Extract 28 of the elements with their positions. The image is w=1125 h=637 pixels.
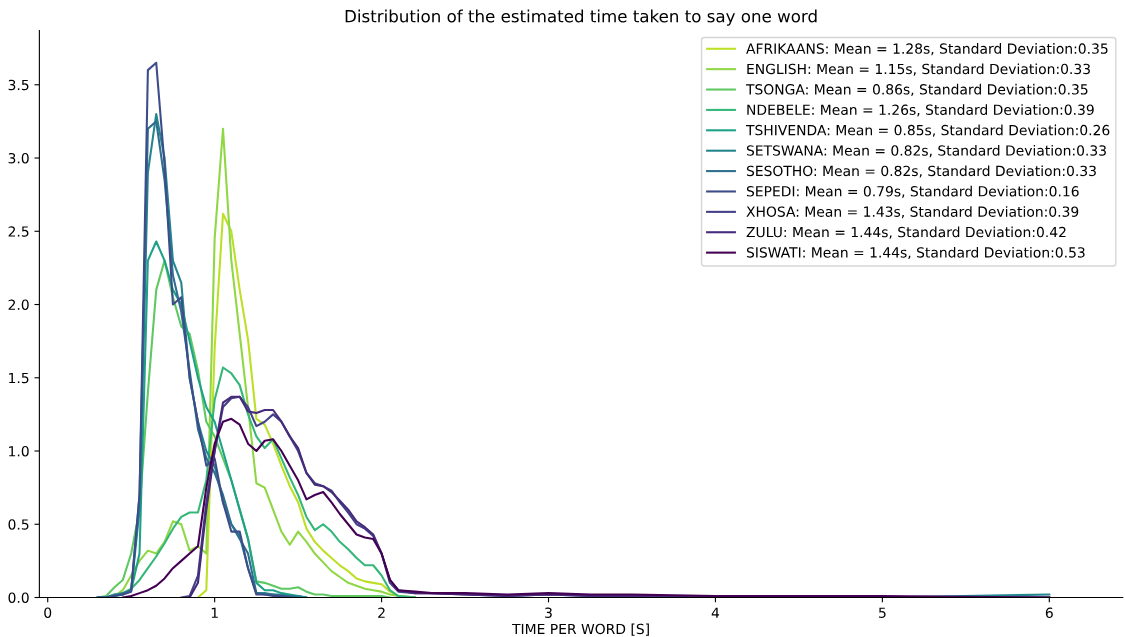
x-tick-label: 2: [378, 607, 385, 618]
legend-label: XHOSA: Mean = 1.43s, Standard Deviation:0.39: [746, 206, 1079, 219]
x-tick-label: 5: [879, 607, 886, 618]
x-tick-label: 0: [44, 607, 52, 618]
x-tick-label: 3: [545, 607, 552, 618]
y-tick-label: 2.5: [8, 226, 29, 237]
y-tick-label: 3.5: [8, 79, 29, 91]
y-tick-label: 2.0: [8, 299, 29, 310]
legend-label: TSONGA: Mean = 0.86s, Standard Deviation:0.35: [745, 83, 1088, 97]
legend-label: SISWATI: Mean = 1.44s, Standard Deviation:0.53: [746, 246, 1085, 260]
y-tick-label: 0.5: [8, 519, 29, 530]
x-tick-label: 4: [711, 607, 720, 618]
y-tick-label: 3.0: [8, 152, 29, 164]
legend-label: SETSWANA: Mean = 0.82s, Standard Deviation:0.33: [746, 145, 1106, 158]
legend-label: ENGLISH: Mean = 1.15s, Standard Deviation:0.33: [747, 63, 1090, 76]
legend-label: AFRIKAANS: Mean = 1.28s, Standard Deviation:0.35: [746, 43, 1108, 56]
legend-label: TSHIVENDA: Mean = 0.85s, Standard Deviation:0.26: [745, 124, 1110, 137]
y-tick-label: 1.0: [9, 445, 29, 457]
legend-label: SEPEDI: Mean = 0.79s, Standard Deviation:0.16: [746, 185, 1079, 198]
x-tick-label: 6: [1045, 607, 1053, 618]
chart-title: Distribution of the estimated time taken to say one word: [345, 9, 817, 26]
y-tick-label: 1.5: [9, 372, 29, 384]
legend-label: SESOTHO: Mean = 0.82s, Standard Deviation:0.33: [746, 165, 1096, 178]
legend-label: ZULU: Mean = 1.44s, Standard Deviation:0.42: [746, 226, 1066, 239]
y-tick-label: 0.0: [8, 592, 29, 603]
x-tick-label: 1: [211, 607, 218, 618]
legend-label: NDEBELE: Mean = 1.26s, Standard Deviation:0.39: [747, 104, 1094, 117]
x-axis-title: TIME PER WORD [S]: [512, 623, 649, 636]
